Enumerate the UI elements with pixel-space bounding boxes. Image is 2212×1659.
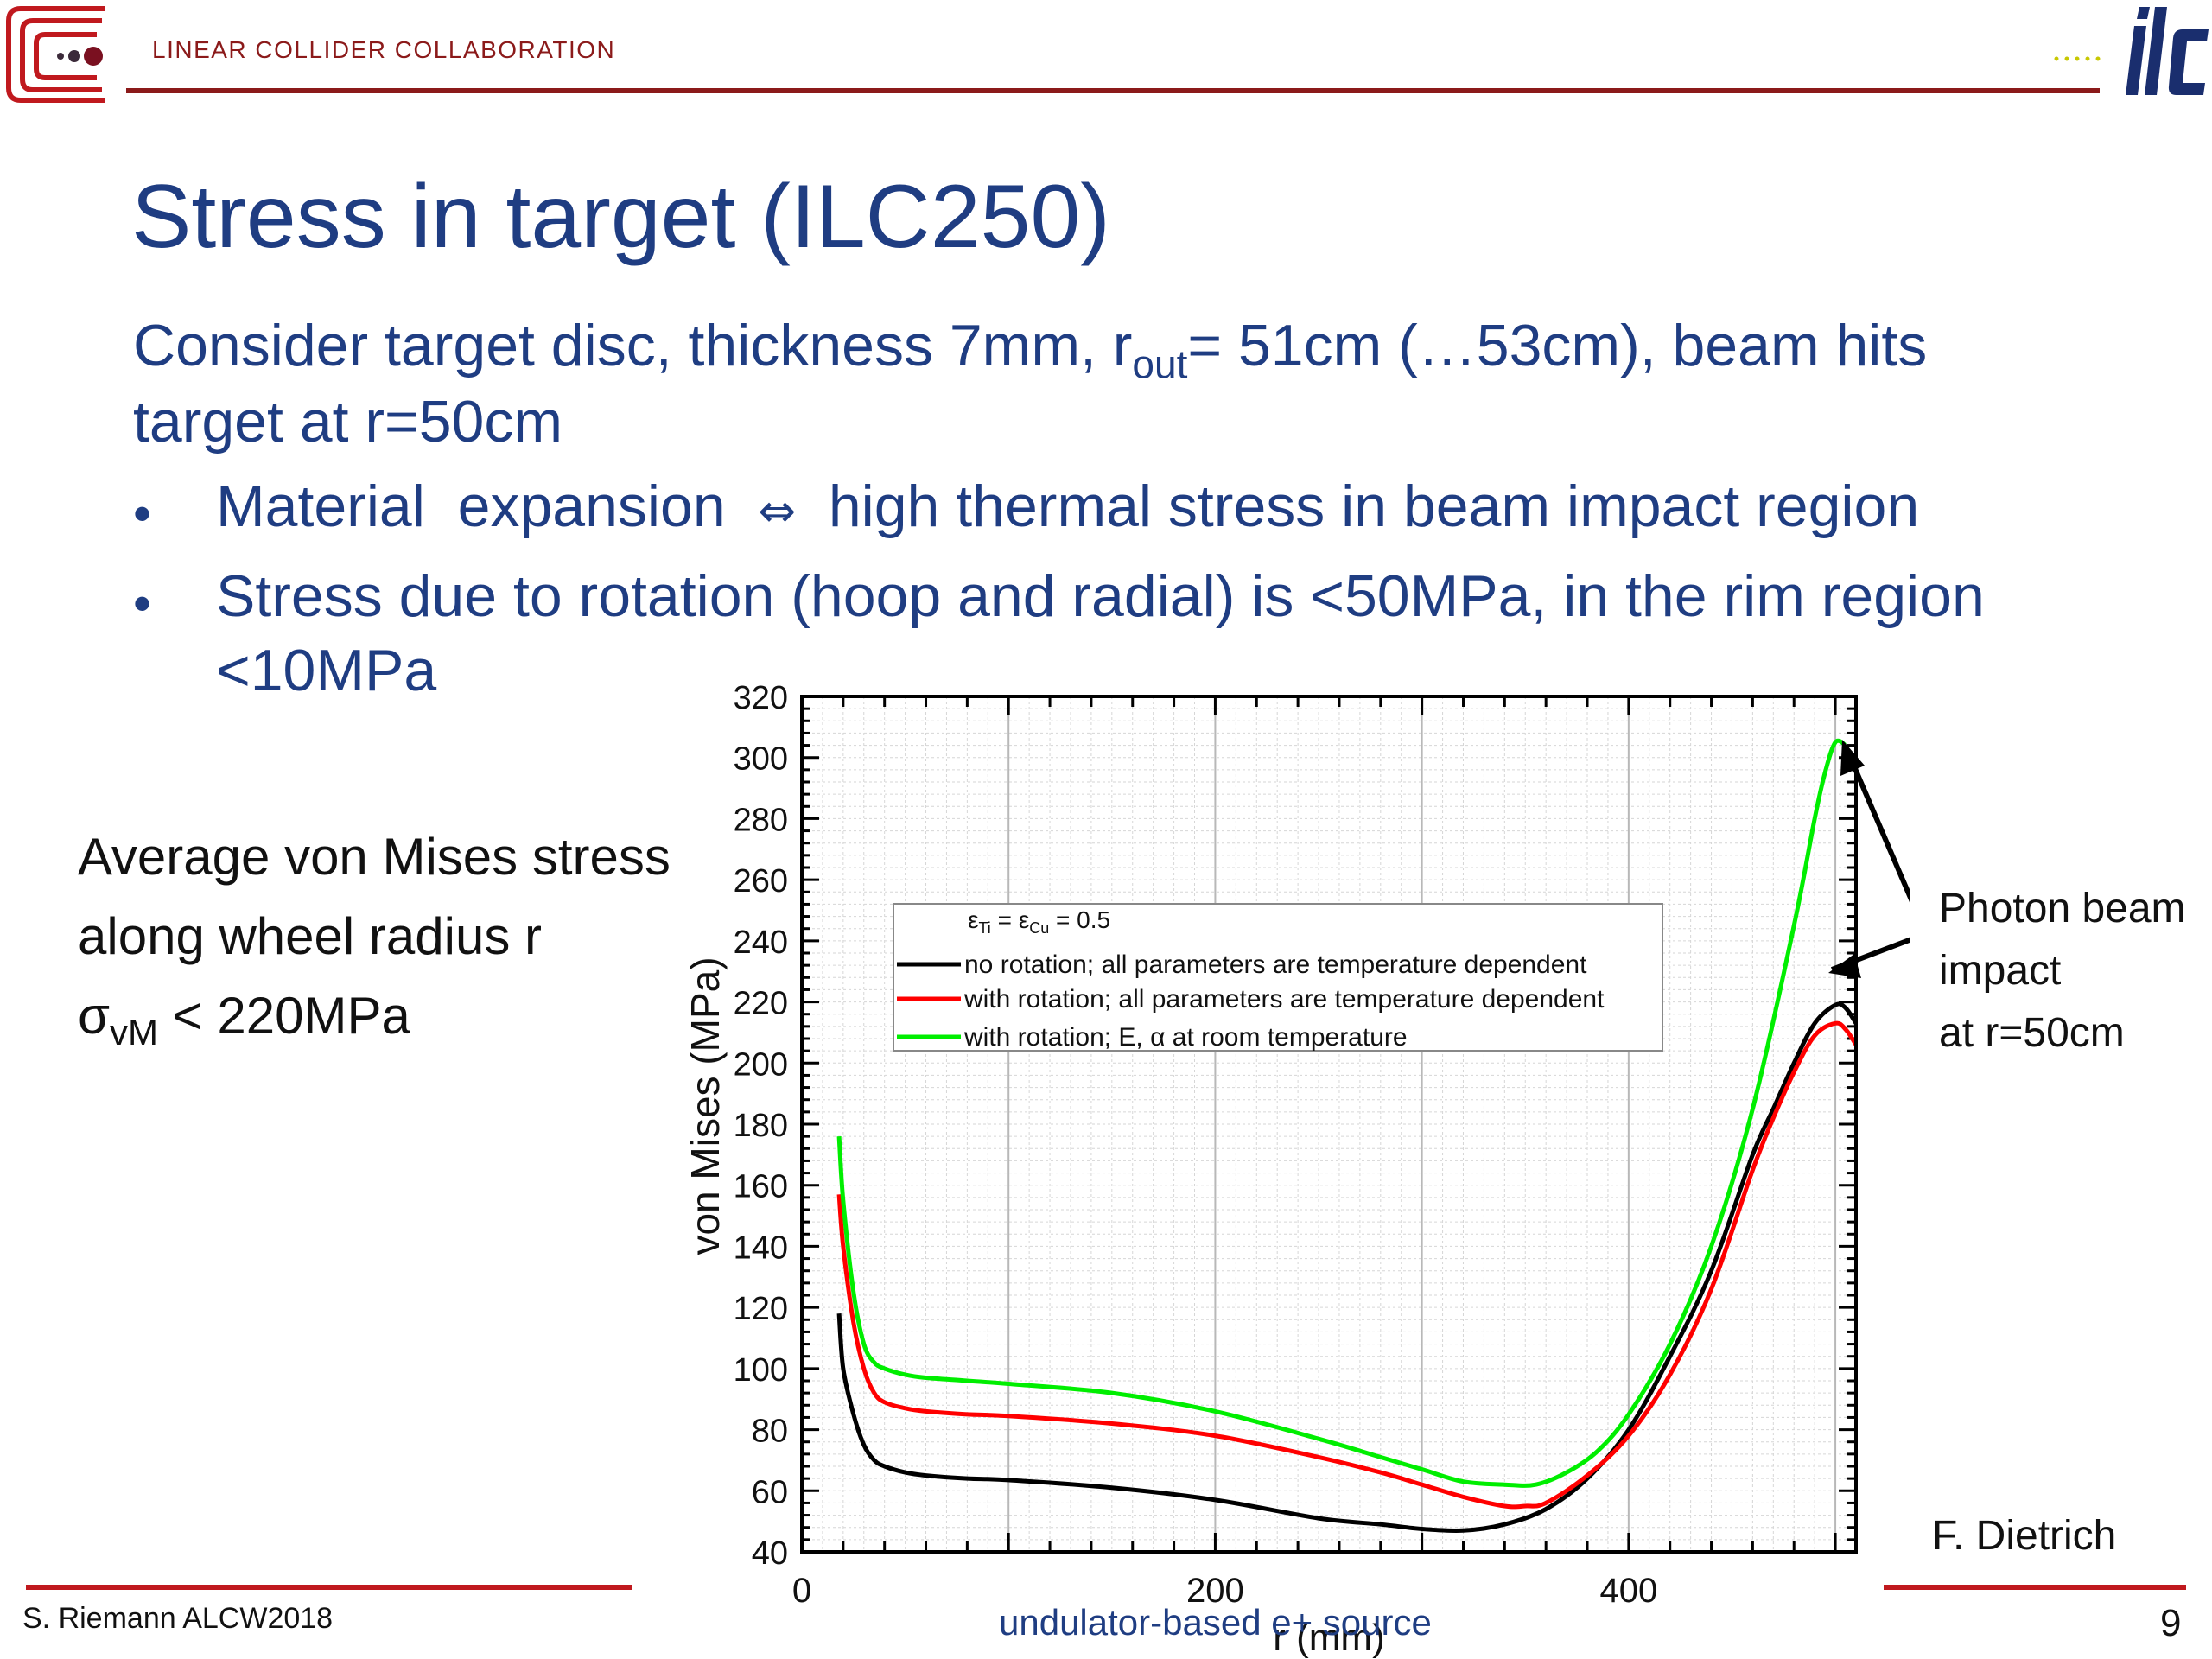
y-tick-label: 120 (734, 1291, 788, 1327)
legend-header: εTi = εCu = 0.5 (968, 906, 1110, 937)
footer-rule-right (1884, 1585, 2186, 1590)
y-tick-label: 100 (734, 1352, 788, 1389)
header-divider (126, 88, 2100, 93)
page-number: 9 (2160, 1602, 2182, 1644)
annotation-line: at r=50cm (1939, 1010, 2125, 1056)
y-tick-label: 60 (752, 1474, 788, 1510)
chart-credit: F. Dietrich (1932, 1513, 2117, 1559)
x-tick-labels: 0 200 400 (792, 1572, 1657, 1610)
y-tick-label: 40 (752, 1535, 788, 1572)
lcc-logo-icon (6, 6, 105, 103)
bullet-item-continuation: <10MPa (216, 638, 437, 703)
epsilon-symbol: ε (1019, 906, 1029, 933)
x-tick-label: 400 (1599, 1572, 1657, 1610)
bullet-item: Material expansion ⇔ high thermal stress… (216, 477, 1919, 536)
y-tick-label: 300 (734, 741, 788, 778)
y-tick-label: 320 (734, 680, 788, 716)
bullet-marker: • (133, 485, 152, 543)
y-tick-label: 280 (734, 802, 788, 838)
y-tick-label: 180 (734, 1108, 788, 1144)
legend-entry-with-rotation: with rotation; all parameters are temper… (963, 985, 1605, 1014)
major-grid (1007, 696, 1837, 1552)
stress-chart: 40 60 80 100 120 140 160 180 200 220 240 260 280 300 3… (683, 680, 1910, 1659)
intro-line-1: Consider target disc, thickness 7mm, rou… (133, 316, 1927, 385)
series-lines (836, 738, 1859, 1534)
y-tick-label: 200 (734, 1046, 788, 1083)
x-axis-label: r (mm) (1273, 1617, 1385, 1659)
minor-grid (801, 696, 1857, 1553)
y-tick-label: 160 (734, 1169, 788, 1205)
series-line-2 (836, 738, 1847, 1488)
side-note-line: along wheel radius r (78, 907, 542, 965)
bullet-marker: • (133, 575, 152, 632)
equivalence-icon: ⇔ (758, 486, 797, 537)
intro-subscript: out (1132, 341, 1188, 387)
side-note-formula: σvM < 220MPa (78, 990, 410, 1051)
series-line-1 (836, 1020, 1859, 1510)
annotation-line: Photon beam (1939, 886, 2186, 931)
legend-subscript: Ti (978, 919, 990, 937)
y-tick-labels: 40 60 80 100 120 140 160 180 200 220 240 260 280 300 3… (734, 680, 788, 1572)
footer-author: S. Riemann ALCW2018 (22, 1602, 334, 1635)
formula-rest: < 220MPa (158, 987, 410, 1045)
arrow-head-lower (1828, 954, 1861, 978)
epsilon-symbol: ε (968, 906, 978, 933)
ilc-logo-icon (2054, 7, 2209, 95)
x-tick-label: 200 (1186, 1572, 1244, 1610)
y-tick-label: 220 (734, 986, 788, 1022)
series-line-0 (836, 1001, 1859, 1534)
x-tick-label: 0 (792, 1572, 811, 1610)
sigma-symbol: σ (78, 987, 111, 1045)
y-axis-label: von Mises (MPa) (683, 957, 728, 1255)
page-title: Stress in target (ILC250) (131, 167, 1110, 267)
bullet-text-a: Material expansion (216, 474, 759, 539)
collaboration-name: LINEAR COLLIDER COLLABORATION (152, 36, 616, 63)
bullet-item: Stress due to rotation (hoop and radial)… (216, 563, 1985, 629)
y-tick-label: 140 (734, 1230, 788, 1266)
impact-arrows (1828, 740, 1910, 978)
footer-center-title: undulator-based e+ source (999, 1602, 1432, 1643)
arrow-line-upper (1848, 757, 1910, 903)
legend-equals: = (991, 906, 1019, 933)
y-tick-label: 260 (734, 863, 788, 899)
legend-entry-no-rotation: no rotation; all parameters are temperat… (964, 950, 1587, 979)
legend-entry-room-temperature: with rotation; E, α at room temperature (963, 1023, 1408, 1052)
intro-text-a: Consider target disc, thickness 7mm, r (133, 313, 1133, 378)
legend-box (893, 903, 1663, 1052)
legend-subscript: Cu (1029, 919, 1049, 937)
intro-line-2: target at r=50cm (133, 389, 563, 454)
bullet-text-b: high thermal stress in beam impact regio… (796, 474, 1920, 539)
chart-legend: εTi = εCu = 0.5 no rotation; all paramet… (893, 903, 1663, 1052)
legend-value: = 0.5 (1049, 906, 1110, 933)
y-tick-label: 240 (734, 925, 788, 961)
formula-subscript: vM (110, 1012, 159, 1052)
plot-frame (800, 695, 1858, 1554)
arrow-head-upper (1840, 740, 1865, 776)
footer-rule-left (26, 1585, 632, 1590)
annotation-line: impact (1939, 948, 2062, 994)
intro-text-b: = 51cm (…53cm), beam hits (1187, 313, 1928, 378)
side-note-line: Average von Mises stress (78, 828, 671, 886)
y-tick-label: 80 (752, 1414, 788, 1450)
